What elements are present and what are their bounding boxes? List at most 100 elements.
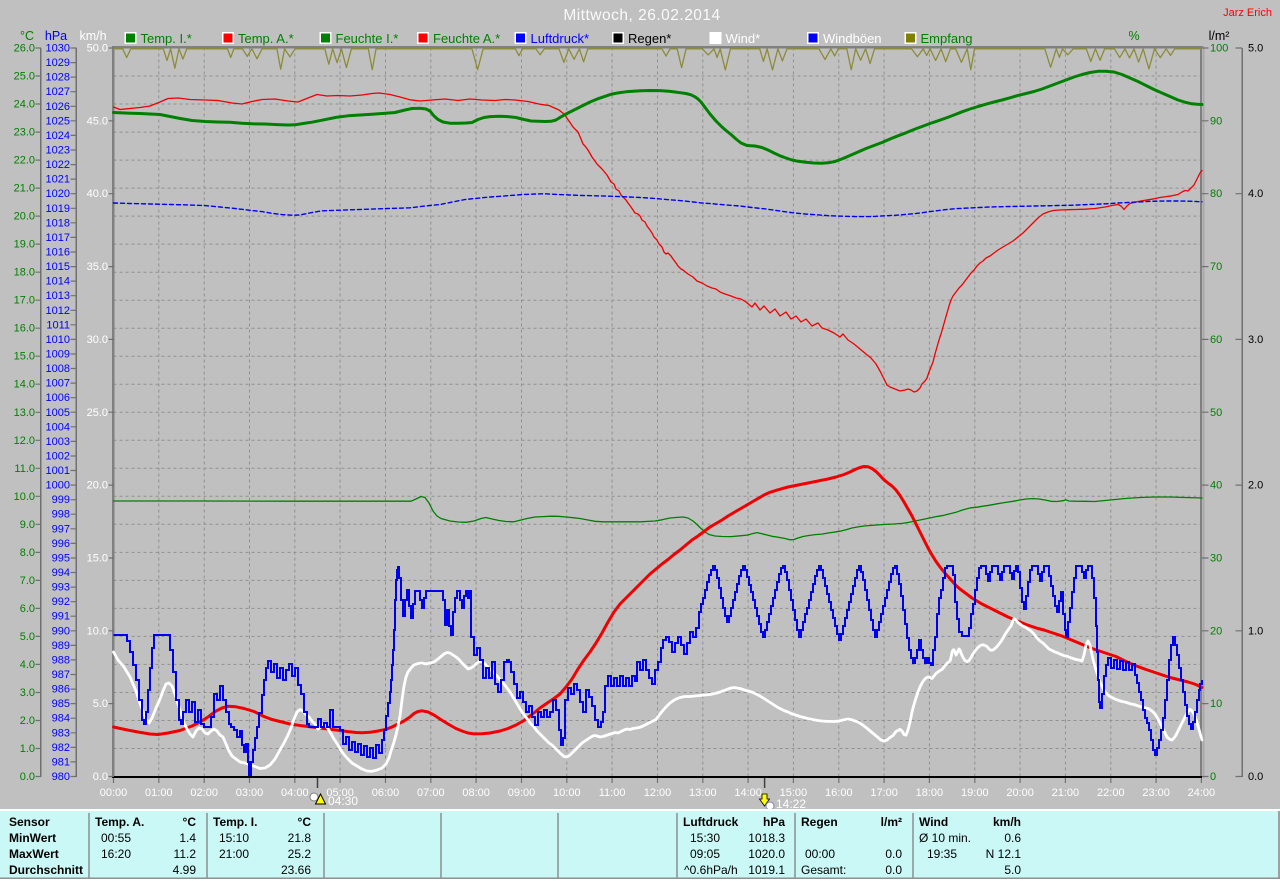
svg-text:70: 70 [1210,261,1222,273]
svg-text:6.0: 6.0 [20,603,35,615]
svg-text:80: 80 [1210,188,1222,200]
svg-text:980: 980 [52,771,70,783]
svg-text:50: 50 [1210,407,1222,419]
svg-text:0.0: 0.0 [93,771,108,783]
svg-text:21:00: 21:00 [219,847,249,861]
svg-text:16:20: 16:20 [101,847,131,861]
svg-text:1024: 1024 [46,130,70,142]
svg-text:1023: 1023 [46,145,70,157]
svg-text:20: 20 [1210,625,1222,637]
svg-text:60: 60 [1210,334,1222,346]
svg-text:17.0: 17.0 [14,295,35,307]
svg-text:Luftdruck*: Luftdruck* [531,31,590,46]
svg-text:21.8: 21.8 [288,831,312,845]
svg-text:Feuchte A.*: Feuchte A.* [433,31,500,46]
svg-text:1010: 1010 [46,334,70,346]
svg-text:25.2: 25.2 [288,847,312,861]
svg-text:15.0: 15.0 [87,553,108,565]
svg-text:2.0: 2.0 [20,715,35,727]
svg-text:Regen: Regen [801,815,838,829]
svg-text:1.4: 1.4 [179,831,196,845]
svg-text:Mittwoch, 26.02.2014: Mittwoch, 26.02.2014 [563,7,720,24]
svg-text:982: 982 [52,742,70,754]
svg-text:km/h: km/h [79,29,106,43]
svg-text:991: 991 [52,611,70,623]
svg-text:1019: 1019 [46,203,70,215]
svg-text:1020.0: 1020.0 [748,847,785,861]
svg-text:14:00: 14:00 [734,787,762,799]
svg-text:30.0: 30.0 [87,334,108,346]
svg-text:20:00: 20:00 [1006,787,1034,799]
svg-text:18.0: 18.0 [14,267,35,279]
svg-text:35.0: 35.0 [87,261,108,273]
svg-text:3.0: 3.0 [1248,334,1263,346]
svg-text:1005: 1005 [46,407,70,419]
svg-text:15:00: 15:00 [780,787,808,799]
svg-text:23.0: 23.0 [14,127,35,139]
svg-text:Gesamt:: Gesamt: [801,863,846,877]
svg-text:Durchschnitt: Durchschnitt [9,863,83,877]
svg-text:Temp. I.: Temp. I. [213,815,257,829]
svg-text:1001: 1001 [46,465,70,477]
svg-text:12:00: 12:00 [644,787,672,799]
svg-text:26.0: 26.0 [14,43,35,55]
svg-text:Sensor: Sensor [9,815,50,829]
svg-text:4.99: 4.99 [173,863,197,877]
svg-text:993: 993 [52,582,70,594]
svg-text:°C: °C [183,815,197,829]
svg-text:Feuchte I.*: Feuchte I.* [336,31,399,46]
svg-text:7.0: 7.0 [20,575,35,587]
svg-text:992: 992 [52,596,70,608]
svg-text:9.0: 9.0 [20,519,35,531]
svg-text:983: 983 [52,727,70,739]
svg-text:17:00: 17:00 [870,787,898,799]
svg-text:989: 989 [52,640,70,652]
svg-text:01:00: 01:00 [145,787,173,799]
svg-text:3.0: 3.0 [20,687,35,699]
svg-text:40: 40 [1210,480,1222,492]
svg-text:Wind*: Wind* [726,31,761,46]
svg-text:09:00: 09:00 [508,787,536,799]
svg-text:MinWert: MinWert [9,831,56,845]
svg-text:21.0: 21.0 [14,183,35,195]
svg-text:18:00: 18:00 [916,787,944,799]
svg-text:30: 30 [1210,553,1222,565]
svg-text:11.2: 11.2 [174,847,197,861]
svg-text:24:00: 24:00 [1188,787,1216,799]
svg-text:0.0: 0.0 [20,771,35,783]
svg-text:1020: 1020 [46,188,70,200]
svg-text:8.0: 8.0 [20,547,35,559]
svg-text:1006: 1006 [46,392,70,404]
svg-text:5.0: 5.0 [1004,863,1021,877]
svg-text:10.0: 10.0 [14,491,35,503]
svg-text:25.0: 25.0 [14,71,35,83]
svg-text:07:00: 07:00 [417,787,445,799]
svg-text:09:05: 09:05 [690,847,720,861]
svg-text:14.0: 14.0 [14,379,35,391]
svg-text:Ø 10 min.: Ø 10 min. [919,831,971,845]
svg-text:19:35: 19:35 [927,847,957,861]
svg-text:20.0: 20.0 [14,211,35,223]
svg-text:2.0: 2.0 [1248,480,1263,492]
svg-text:1011: 1011 [46,319,70,331]
svg-text:1022: 1022 [46,159,70,171]
svg-text:23.66: 23.66 [281,863,311,877]
svg-text:5.0: 5.0 [1248,43,1263,55]
svg-text:990: 990 [52,625,70,637]
svg-text:1016: 1016 [46,247,70,259]
svg-text:998: 998 [52,509,70,521]
svg-text:19:00: 19:00 [961,787,989,799]
svg-text:986: 986 [52,684,70,696]
svg-text:Wind: Wind [919,815,948,829]
svg-text:10.0: 10.0 [87,625,108,637]
svg-text:1030: 1030 [46,43,70,55]
svg-text:5.0: 5.0 [20,631,35,643]
svg-text:1003: 1003 [46,436,70,448]
svg-text:16:00: 16:00 [825,787,853,799]
svg-text:100: 100 [1210,43,1228,55]
svg-text:1029: 1029 [46,57,70,69]
svg-text:1012: 1012 [46,305,70,317]
svg-text:22.0: 22.0 [14,155,35,167]
svg-text:hPa: hPa [763,815,785,829]
svg-text:02:00: 02:00 [190,787,218,799]
